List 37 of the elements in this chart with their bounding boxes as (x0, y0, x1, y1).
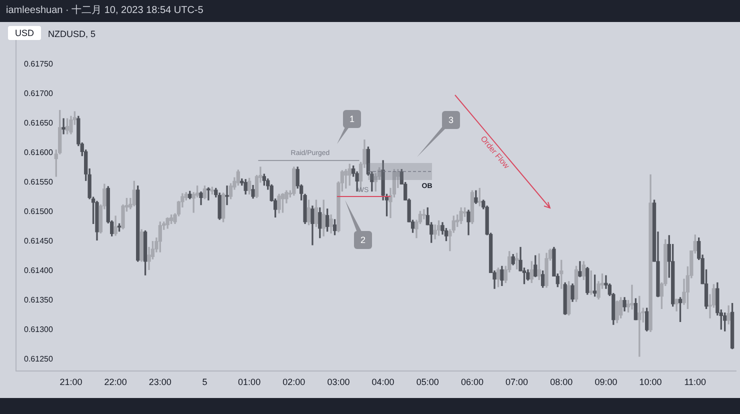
x-tick-label: 22:00 (104, 377, 127, 388)
y-tick-label: 0.61450 (24, 236, 54, 246)
candlestick (630, 284, 634, 310)
x-tick-label: 23:00 (148, 377, 172, 388)
annotation: 1 (349, 114, 355, 124)
y-tick-label: 0.61550 (24, 178, 54, 187)
candlestick (225, 186, 229, 206)
x-tick-label: 10:00 (639, 377, 662, 388)
annotation: 2 (360, 235, 366, 245)
x-tick-label: 09:00 (594, 377, 618, 388)
x-tick-label: 08:00 (550, 377, 573, 388)
y-tick-label: 0.61650 (24, 118, 54, 128)
y-tick-label: 0.61700 (24, 89, 54, 98)
x-tick-label: 5 (202, 377, 208, 388)
y-axis-title: USD (8, 26, 42, 40)
x-tick-label: 11:00 (684, 377, 706, 388)
y-tick-label: 0.61500 (24, 207, 54, 216)
x-tick-label: 06:00 (460, 377, 484, 388)
y-tick-label: 0.61350 (24, 296, 54, 305)
x-tick-label: 05:00 (416, 377, 439, 388)
x-tick-label: 02:00 (282, 377, 306, 388)
y-tick-label: 0.61300 (24, 325, 54, 334)
y-tick-label: 0.61250 (24, 354, 54, 364)
annotation: 3 (448, 115, 454, 125)
candlestick (206, 187, 210, 200)
x-tick-label: 07:00 (506, 377, 528, 388)
x-tick-label: 01:00 (238, 377, 261, 388)
candlestick (62, 118, 66, 134)
y-tick-label: 0.61600 (24, 148, 54, 158)
x-tick-label: 04:00 (372, 377, 394, 388)
chart-title: iamleeshuan · 十二月 10, 2023 18:54 UTC-5 (0, 0, 740, 22)
x-tick-label: 03:00 (327, 377, 350, 388)
x-tick-label: 21:00 (60, 377, 82, 388)
y-tick-label: 0.61400 (24, 266, 54, 276)
candlestick (422, 209, 426, 220)
y-tick-label: 0.61750 (24, 60, 54, 69)
chart-subtitle: NZDUSD, 5 (48, 29, 96, 39)
